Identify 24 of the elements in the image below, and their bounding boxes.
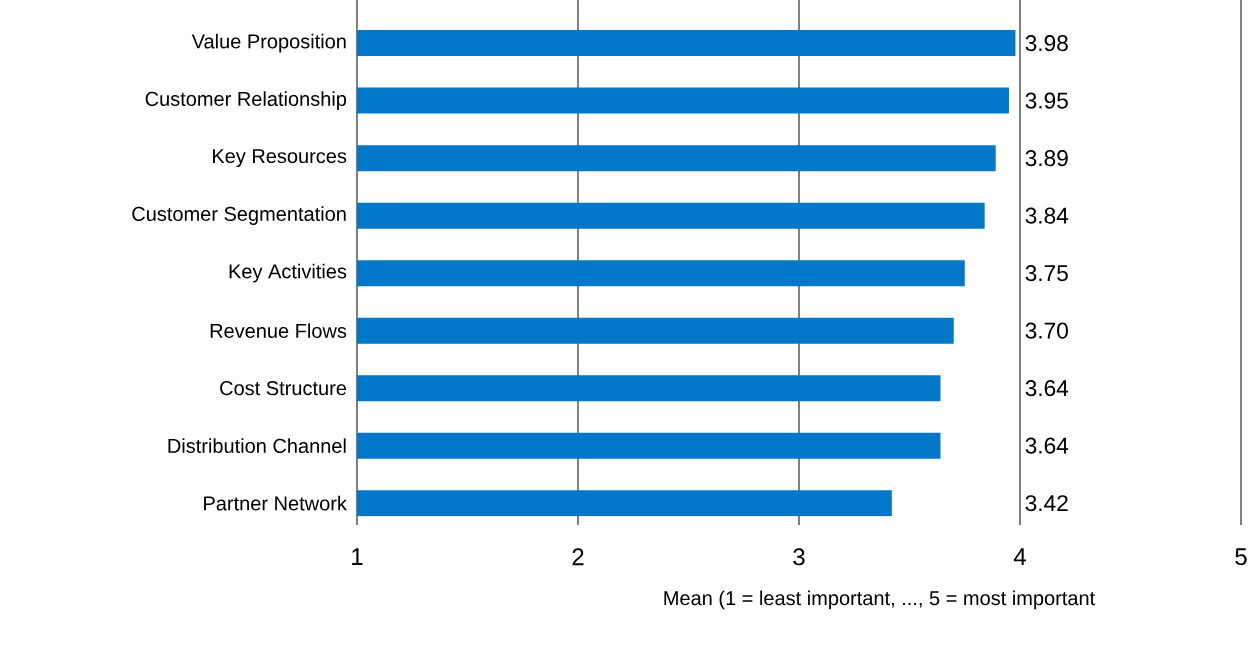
data-label: 3.42 (1025, 495, 1068, 512)
y-tick-label: Value Proposition (191, 33, 346, 53)
data-label: 3.75 (1025, 265, 1068, 282)
y-tick-label: Key Resources (212, 149, 347, 168)
x-axis-title: Mean (1 = least important, ..., 5 = most important (664, 590, 1096, 610)
data-label: 3.70 (1025, 322, 1068, 339)
data-label: 3.95 (1025, 92, 1068, 109)
y-tick-label: Partner Network (204, 495, 347, 511)
y-tick-label: Revenue Flows (210, 323, 347, 338)
x-tick-label: 1 (352, 548, 363, 565)
x-tick-label: 3 (793, 548, 805, 566)
y-tick-label: Cost Structure (220, 381, 347, 396)
data-label: 3.89 (1025, 150, 1068, 167)
x-tick-label: 2 (572, 548, 584, 566)
data-label: 3.84 (1025, 207, 1069, 224)
x-tick-label: 5 (1235, 548, 1247, 566)
y-tick-label: Distribution Channel (168, 438, 346, 453)
y-tick-label: Customer Relationship (145, 91, 347, 110)
y-tick-label: Customer Segmentation (132, 206, 346, 225)
x-tick-label: 4 (1013, 548, 1026, 565)
data-label: 3.98 (1025, 35, 1068, 52)
y-tick-label: Key Activities (229, 263, 347, 283)
data-label: 3.64 (1025, 380, 1069, 397)
data-label: 3.64 (1025, 437, 1069, 454)
